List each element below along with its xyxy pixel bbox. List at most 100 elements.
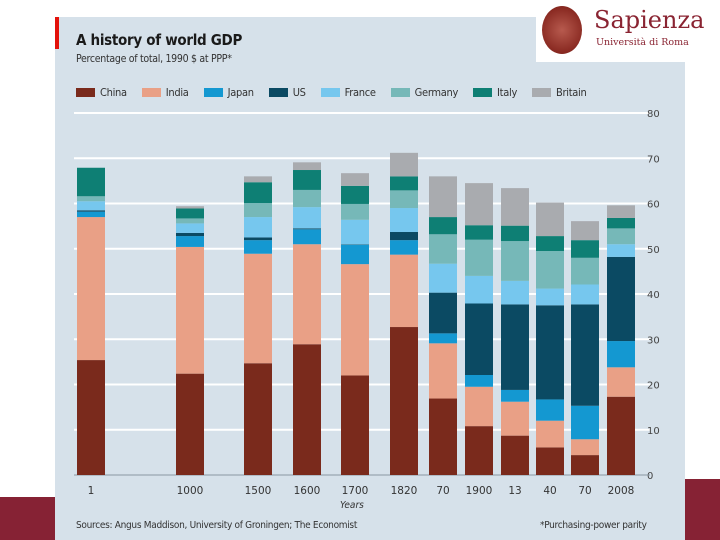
y-tick-label: 50: [647, 245, 660, 256]
bar-segment-china: [176, 373, 204, 475]
x-tick-label: 1000: [177, 485, 204, 497]
bar-segment-india: [390, 254, 418, 328]
bar-segment-italy: [501, 225, 529, 242]
legend-label: Italy: [497, 86, 517, 99]
x-tick-label: 70: [578, 485, 591, 497]
x-tick-label: 1820: [391, 485, 418, 497]
bar-segment-germany: [607, 228, 635, 245]
bar-segment-china: [501, 435, 529, 475]
legend: China India Japan US France Germany Italy Brita…: [76, 86, 601, 99]
legend-label: India: [165, 86, 189, 99]
bar-segment-germany: [465, 239, 493, 276]
legend-item: Japan: [203, 86, 254, 99]
bar-segment-india: [244, 253, 272, 364]
bar-segment-france: [341, 219, 369, 245]
bar-segment-india: [429, 343, 457, 399]
logo-name: Sapienza: [594, 6, 705, 34]
bar-segment-china: [536, 447, 564, 475]
slide-band-right: [685, 479, 720, 540]
bar-segment-germany: [244, 203, 272, 218]
bar-segment-britain: [390, 152, 418, 177]
bar-segment-germany: [571, 257, 599, 285]
economist-red-tag: [55, 17, 59, 49]
bar-segment-china: [293, 344, 321, 475]
bar-segment-germany: [536, 251, 564, 289]
bar-segment-japan: [341, 244, 369, 265]
y-tick-label: 30: [647, 335, 660, 346]
bar-segment-us: [176, 232, 204, 237]
bar-segment-china: [429, 398, 457, 475]
bar-segment-india: [465, 386, 493, 427]
legend-label: Japan: [227, 86, 254, 99]
bar-segment-japan: [77, 211, 105, 218]
bar-segment-britain: [501, 188, 529, 226]
y-tick-label: 40: [647, 290, 660, 301]
bar-segment-japan: [607, 341, 635, 368]
bar-segment-italy: [536, 236, 564, 252]
bar-segment-japan: [465, 374, 493, 387]
bar-segment-italy: [293, 170, 321, 190]
chart-title: A history of world GDP: [76, 31, 243, 49]
bar-segment-us: [501, 304, 529, 390]
bar-segment-china: [607, 396, 635, 475]
bar-segment-france: [244, 217, 272, 238]
bar-segment-india: [176, 246, 204, 374]
bar-segment-japan: [176, 236, 204, 247]
x-tick-label: 1600: [294, 485, 321, 497]
y-tick-label: 20: [647, 381, 660, 392]
legend-label: Germany: [414, 86, 459, 99]
legend-label: China: [100, 86, 127, 99]
bar-segment-italy: [465, 225, 493, 240]
bar-segment-germany: [390, 190, 418, 209]
bar-segment-india: [341, 264, 369, 376]
bar-segment-germany: [501, 241, 529, 281]
bar-segment-india: [571, 439, 599, 456]
bar-segment-japan: [244, 240, 272, 254]
bar-segment-japan: [536, 399, 564, 421]
bar-segment-japan: [429, 333, 457, 344]
y-tick-label: 80: [647, 109, 660, 120]
legend-item: Italy: [473, 86, 517, 99]
bar-segment-germany: [429, 234, 457, 264]
x-axis-title: Years: [340, 500, 364, 511]
bar-segment-france: [176, 223, 204, 233]
legend-label: France: [344, 86, 376, 99]
legend-swatch: [76, 88, 95, 97]
y-tick-label: 60: [647, 200, 660, 211]
bar-segment-us: [429, 292, 457, 334]
bar-segment-japan: [501, 389, 529, 402]
bar-segment-italy: [341, 185, 369, 204]
bar-segment-italy: [607, 217, 635, 229]
bar-segment-us: [293, 228, 321, 230]
bar-segment-france: [536, 288, 564, 306]
bar-segment-china: [77, 360, 105, 475]
bar-segment-italy: [176, 208, 204, 219]
bar-segment-china: [244, 363, 272, 475]
bar-segment-germany: [77, 196, 105, 202]
bar-segment-britain: [536, 202, 564, 237]
bar-segment-us: [607, 256, 635, 342]
x-tick-label: 1: [88, 485, 95, 497]
legend-item: US: [268, 86, 306, 99]
legend-swatch: [473, 88, 493, 97]
bar-segment-us: [536, 305, 564, 400]
x-tick-label: 40: [543, 485, 556, 497]
bar-segment-italy: [244, 182, 272, 204]
legend-item: France: [320, 86, 376, 99]
x-tick-label: 1700: [342, 485, 369, 497]
bar-segment-italy: [77, 167, 105, 197]
bar-segment-france: [571, 284, 599, 305]
bar-segment-us: [571, 304, 599, 406]
slide-band-left: [0, 497, 56, 540]
legend-swatch: [141, 88, 161, 97]
bar-segment-britain: [465, 183, 493, 226]
bar-segment-germany: [341, 203, 369, 220]
legend-swatch: [532, 88, 551, 97]
legend-swatch: [268, 88, 288, 97]
bar-segment-italy: [429, 217, 457, 235]
bar-segment-britain: [429, 176, 457, 218]
bar-segment-us: [390, 232, 418, 241]
legend-swatch: [320, 88, 340, 97]
bar-segment-japan: [390, 240, 418, 255]
sapienza-seal-icon: [542, 6, 582, 54]
